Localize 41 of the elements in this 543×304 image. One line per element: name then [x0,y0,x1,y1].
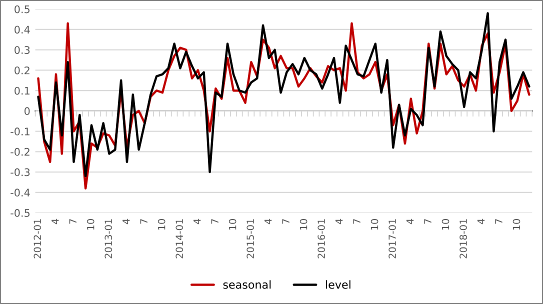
y-tick-label: 0.4 [14,26,30,34]
x-tick-label: 4 [336,218,343,224]
x-tick-label: 4 [406,218,414,224]
y-tick-label: -0.4 [10,188,30,197]
x-tick-label: 7 [353,219,360,224]
y-tick-label: 0.5 [14,5,30,14]
x-tick-label: 10 [228,219,236,230]
x-tick-label: 7 [140,219,148,224]
y-tick-label: 0.1 [14,86,30,95]
x-tick-label: 10 [86,219,94,230]
x-tick-label: 10 [158,219,166,230]
x-tick-label: 4 [264,218,272,224]
x-tick-label: 10 [512,219,520,230]
x-tick-label: 7 [211,219,218,224]
y-tick-label: -0.1 [10,128,30,136]
y-tick-label: -0.3 [10,168,30,176]
y-tick-label: 0.2 [14,66,30,74]
x-tick-label: 4 [52,218,59,224]
x-tick-label: 7 [69,219,76,224]
x-tick-label: 2016-01 [318,219,325,258]
x-tick-label: 7 [495,219,502,224]
x-tick-label: 10 [370,219,378,230]
x-tick-label: 4 [477,218,485,224]
x-tick-label: 2012-01 [34,219,42,258]
x-tick-label: 2015-01 [246,219,254,258]
y-tick-label: 0 [24,107,30,116]
x-tick-label: 10 [300,219,308,230]
x-tick-label: 2013-01 [104,219,112,258]
y-tick-label: -0.5 [10,209,30,217]
x-tick-label: 10 [442,219,450,230]
x-tick-label: 2018-01 [460,219,467,258]
x-tick-label: 7 [424,219,432,224]
x-tick-label: 2014-01 [176,219,184,258]
y-tick-label: 0.3 [14,46,30,54]
legend-label: level [326,280,350,289]
x-tick-label: 2017-01 [388,219,396,258]
x-tick-label: 4 [122,218,130,224]
legend-label: seasonal [223,280,271,289]
x-tick-label: 4 [194,218,201,224]
y-tick-label: -0.2 [10,148,30,156]
x-tick-label: 7 [282,219,290,224]
